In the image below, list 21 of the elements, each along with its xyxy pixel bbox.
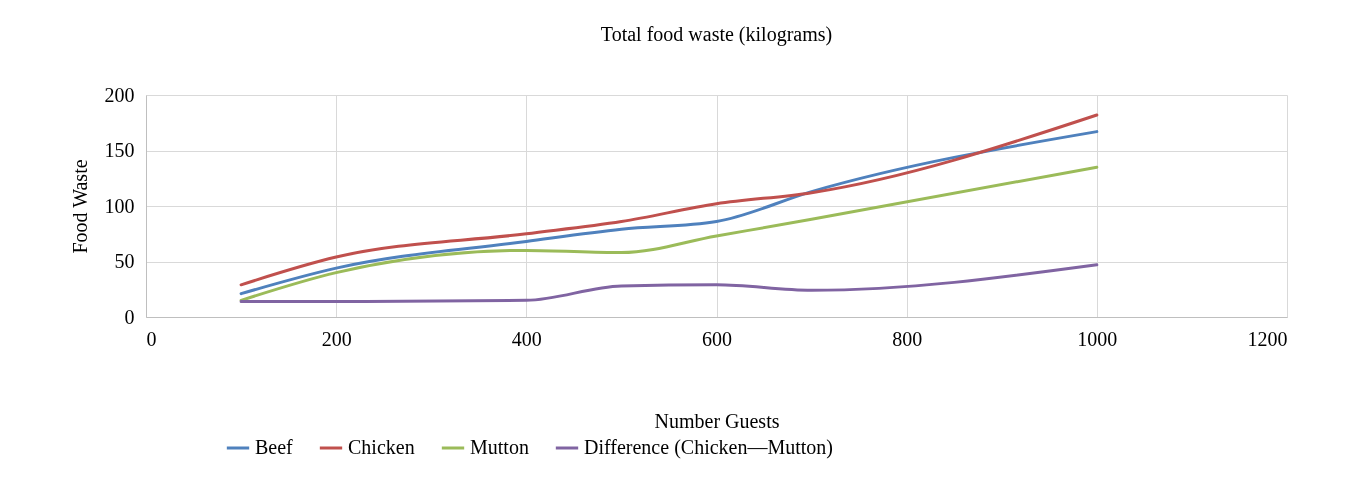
line-series xyxy=(239,165,1099,302)
legend-label: Beef xyxy=(255,436,294,458)
y-tick-label: 50 xyxy=(114,250,135,272)
chart-title: Total food waste (kilograms) xyxy=(600,23,833,46)
line-series xyxy=(239,263,1099,303)
legend-label: Chicken xyxy=(348,436,415,458)
x-tick-label: 200 xyxy=(321,327,352,350)
x-tick-label: 600 xyxy=(702,327,732,350)
x-tick-label: 400 xyxy=(511,327,542,350)
y-tick-label: 200 xyxy=(104,83,135,106)
y-tick-label: 150 xyxy=(104,139,135,161)
y-axis-title: Food Waste xyxy=(68,159,91,254)
x-tick-label: 800 xyxy=(892,327,923,350)
x-tick-label: 1200 xyxy=(1247,327,1288,350)
x-tick-label: 1000 xyxy=(1077,327,1118,350)
y-tick-label: 100 xyxy=(104,194,135,217)
legend-label: Mutton xyxy=(470,436,529,458)
x-tick-label: 0 xyxy=(146,327,157,350)
x-axis-title: Number Guests xyxy=(654,409,780,432)
legend-label: Difference (Chicken—Mutton) xyxy=(584,436,833,459)
y-tick-label: 0 xyxy=(124,305,135,328)
